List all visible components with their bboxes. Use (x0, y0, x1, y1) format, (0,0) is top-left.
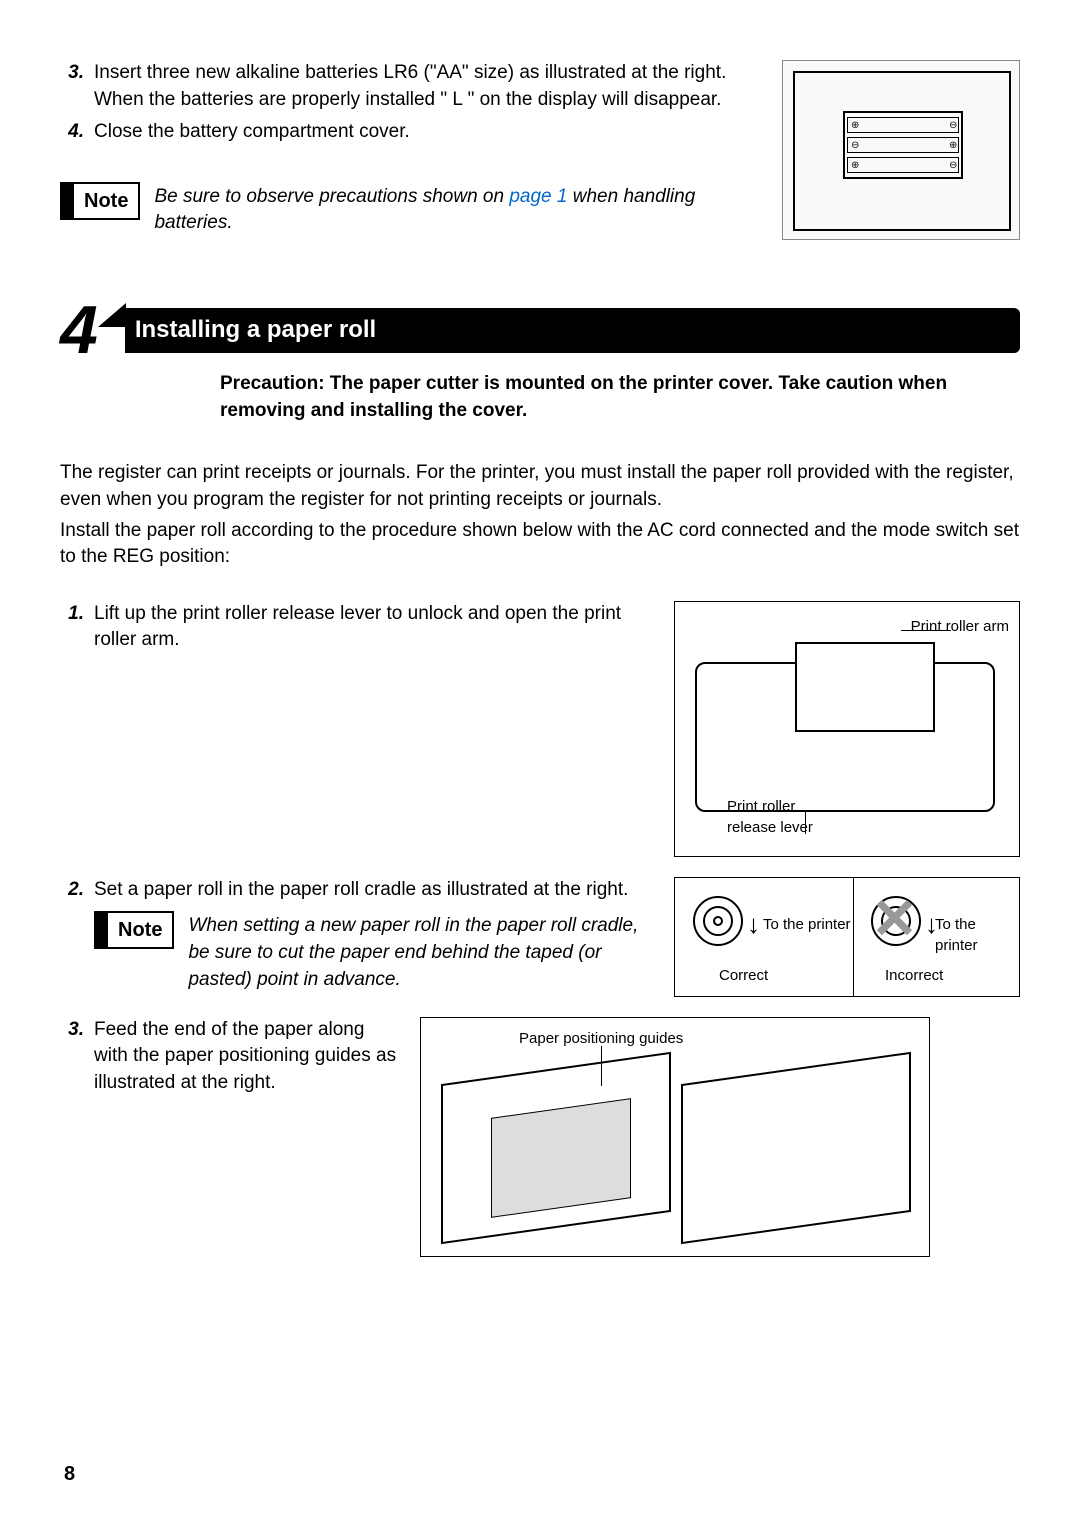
step-4-text: Close the battery compartment cover. (94, 119, 754, 146)
precaution-text: Precaution: The paper cutter is mounted … (60, 371, 1020, 424)
install-step-3-row: 3. Feed the end of the paper along with … (60, 1017, 1020, 1257)
note-label-box: Note (60, 182, 140, 220)
intro-p2: Install the paper roll according to the … (60, 518, 1020, 571)
paper-feed-illustration: Paper positioning guides (420, 1017, 930, 1257)
step-3-number: 3. (60, 60, 94, 113)
step-4-number: 4. (60, 119, 94, 146)
label-to-printer-2: To the printer (935, 914, 1019, 956)
install-step-3-number: 3. (60, 1017, 94, 1097)
section-title-bar: Installing a paper roll (125, 308, 1020, 353)
install-step-2: 2. Set a paper roll in the paper roll cr… (60, 877, 654, 904)
install-step-1-row: 1. Lift up the print roller release leve… (60, 601, 1020, 857)
install-step-2-text: Set a paper roll in the paper roll cradl… (94, 877, 654, 904)
page-number: 8 (64, 1460, 75, 1488)
battery-compartment-illustration: ⊕ ⊖ ⊖ ⊕ ⊕ ⊖ (782, 60, 1020, 240)
intro-paragraphs: The register can print receipts or journ… (60, 460, 1020, 570)
section-4-header: 4 Installing a paper roll (60, 300, 1020, 361)
install-step-2-number: 2. (60, 877, 94, 904)
step-3-text: Insert three new alkaline batteries LR6 … (94, 60, 754, 113)
print-roller-illustration: Print roller arm Print rollerrelease lev… (674, 601, 1020, 857)
label-incorrect: Incorrect (885, 965, 943, 986)
note-label-box-2: Note (94, 911, 174, 949)
section-number: 4 (60, 300, 92, 361)
paper-direction-illustration: ↓ To the printer ✕ ↓ To the printer Corr… (674, 877, 1020, 997)
install-step-3-left: 3. Feed the end of the paper along with … (60, 1017, 400, 1103)
install-step-1-number: 1. (60, 601, 94, 654)
step-4: 4. Close the battery compartment cover. (60, 119, 754, 146)
note-text-a: Be sure to observe precautions shown on (154, 186, 509, 207)
install-step-3-text: Feed the end of the paper along with the… (94, 1017, 400, 1097)
install-step-1-text: Lift up the print roller release lever t… (94, 601, 654, 654)
battery-note-row: Note Be sure to observe precautions show… (60, 182, 754, 237)
step-3: 3. Insert three new alkaline batteries L… (60, 60, 754, 113)
install-step-2-row: 2. Set a paper roll in the paper roll cr… (60, 877, 1020, 997)
paper-roll-note-text: When setting a new paper roll in the pap… (188, 911, 654, 993)
battery-note-text: Be sure to observe precautions shown on … (154, 182, 754, 237)
top-left-column: 3. Insert three new alkaline batteries L… (60, 60, 754, 240)
install-step-1-left: 1. Lift up the print roller release leve… (60, 601, 654, 660)
install-step-3: 3. Feed the end of the paper along with … (60, 1017, 400, 1097)
intro-p1: The register can print receipts or journ… (60, 460, 1020, 513)
page-1-link[interactable]: page 1 (509, 186, 567, 207)
battery-steps-list: 3. Insert three new alkaline batteries L… (60, 60, 754, 146)
install-step-1: 1. Lift up the print roller release leve… (60, 601, 654, 654)
triangle-icon (98, 303, 126, 327)
incorrect-x-icon: ✕ (871, 880, 918, 958)
label-print-roller-arm: Print roller arm (911, 616, 1009, 637)
label-to-printer-1: To the printer (763, 914, 851, 935)
install-step-2-left: 2. Set a paper roll in the paper roll cr… (60, 877, 654, 993)
top-section: 3. Insert three new alkaline batteries L… (60, 60, 1020, 240)
label-correct: Correct (719, 965, 768, 986)
